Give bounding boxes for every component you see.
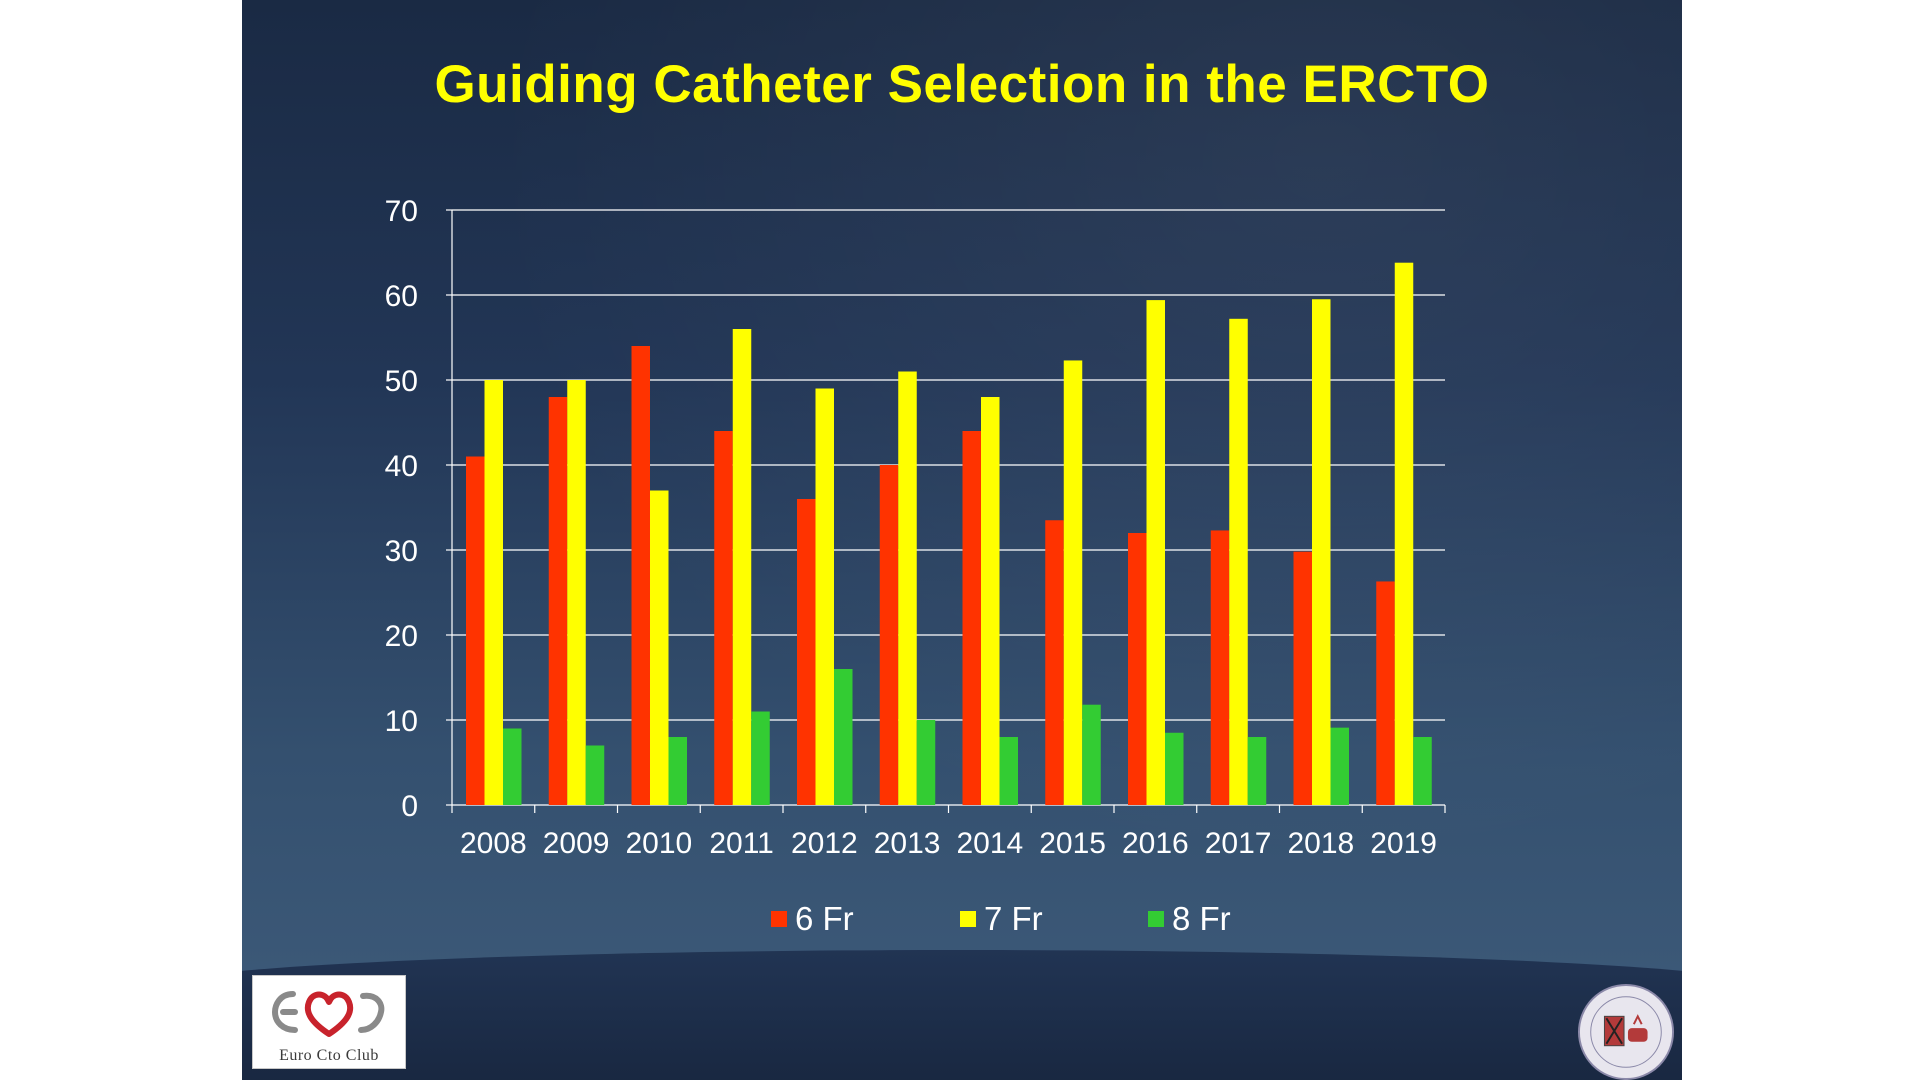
bar-8fr-2013 [916,720,936,805]
bar-8fr-2014 [999,737,1018,805]
bar-7fr-2014 [981,397,1000,805]
y-tick-label: 0 [401,790,418,823]
chart-title: Guiding Catheter Selection in the ERCTO [434,55,1490,114]
euro-cto-club-logo: Euro Cto Club [252,975,406,1069]
legend-item-7fr: 7 Fr [960,900,1043,938]
y-tick-label: 40 [385,450,418,483]
x-tick-label: 2015 [1039,827,1106,860]
x-tick-label: 2009 [543,827,610,860]
x-tick-label: 2011 [709,827,774,860]
bar-7fr-2017 [1229,318,1248,805]
legend: 6 Fr 7 Fr 8 Fr [242,900,1682,940]
y-tick-label: 70 [385,195,418,228]
x-tick-label: 2008 [460,827,527,860]
bar-7fr-2018 [1312,299,1331,805]
y-tick-label: 20 [385,620,418,653]
legend-swatch-8fr [1148,911,1164,927]
bar-6fr-2018 [1293,551,1312,805]
legend-swatch-7fr [960,911,976,927]
bar-6fr-2017 [1210,530,1230,805]
bar-8fr-2016 [1165,732,1184,805]
bottom-band [242,950,1682,1080]
legend-label-8fr: 8 Fr [1172,900,1231,937]
bar-8fr-2012 [834,669,853,805]
bar-7fr-2016 [1146,300,1165,805]
bar-7fr-2019 [1394,262,1414,805]
chart-area: 0 10 20 30 40 50 60 70 2008 2009 2010 2011 2012 2013 2… [385,195,1446,860]
legend-label-7fr: 7 Fr [984,900,1043,937]
bar-7fr-2010 [650,490,669,805]
bar-6fr-2012 [797,499,816,805]
bar-6fr-2009 [548,397,568,805]
bar-6fr-2008 [466,456,485,805]
bar-7fr-2013 [898,371,917,805]
y-tick-label: 30 [385,535,418,568]
x-tick-label: 2012 [791,827,858,860]
bar-7fr-2011 [732,329,752,805]
x-tick-label: 2010 [626,827,693,860]
bar-6fr-2010 [631,346,650,805]
bar-8fr-2008 [503,728,522,805]
bar-8fr-2009 [585,745,605,805]
university-seal-icon [1577,983,1675,1080]
bar-8fr-2018 [1330,727,1349,805]
x-tick-label: 2016 [1122,827,1189,860]
bar-6fr-2011 [714,431,733,805]
bar-7fr-2008 [484,380,503,805]
bar-6fr-2014 [962,431,981,805]
bar-8fr-2011 [751,711,770,805]
y-tick-label: 60 [385,280,418,313]
x-tick-label: 2019 [1370,827,1437,860]
slide: Guiding Catheter Selection in the ERCTO … [242,0,1682,1080]
bar-6fr-2015 [1045,520,1064,805]
bar-6fr-2019 [1376,581,1395,805]
y-tick-label: 10 [385,705,418,738]
bar-8fr-2017 [1247,737,1267,805]
x-tick-label: 2018 [1288,827,1355,860]
bar-7fr-2009 [567,380,586,805]
bar-6fr-2013 [879,465,899,805]
bar-7fr-2012 [815,388,834,805]
bar-8fr-2010 [668,737,687,805]
ecc-heart-icon [271,991,385,1037]
bar-8fr-2019 [1413,737,1432,805]
bar-6fr-2016 [1128,533,1147,805]
x-tick-label: 2013 [874,827,941,860]
bar-8fr-2015 [1082,704,1101,805]
x-tick-label: 2014 [957,827,1024,860]
legend-item-6fr: 6 Fr [771,900,854,938]
y-tick-label: 50 [385,365,418,398]
legend-swatch-6fr [771,911,787,927]
ecc-logo-text: Euro Cto Club [279,1047,379,1064]
legend-item-8fr: 8 Fr [1148,900,1231,938]
bar-7fr-2015 [1063,360,1083,805]
x-tick-label: 2017 [1205,827,1272,860]
legend-label-6fr: 6 Fr [795,900,854,937]
